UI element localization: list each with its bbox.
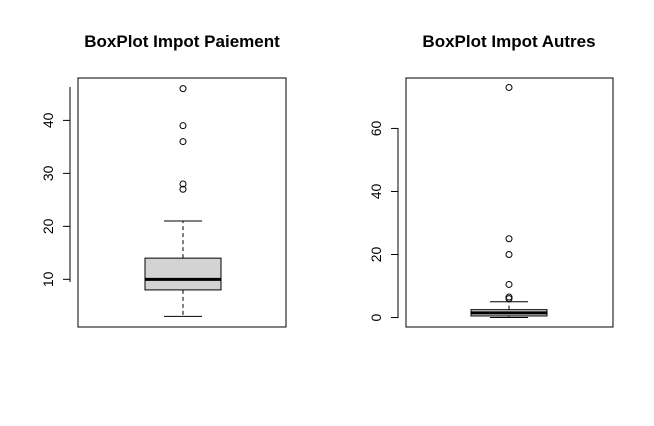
y-tick-label: 40 (368, 183, 384, 199)
outlier-point (505, 235, 513, 243)
box-marks-autres (470, 83, 548, 319)
y-tick-label: 30 (40, 165, 56, 181)
iqr-box (144, 257, 222, 291)
plot-frame-autres (405, 77, 614, 328)
outlier-point (179, 122, 187, 130)
y-tick-label: 20 (40, 218, 56, 234)
outlier-point (179, 180, 187, 188)
outlier-point (179, 85, 187, 93)
outlier-point (179, 185, 187, 193)
chart-title-autres: BoxPlot Impot Autres (422, 32, 595, 51)
outlier-point (505, 280, 513, 288)
y-tick-label: 40 (40, 112, 56, 128)
y-ticks-autres: 0 20 40 60 (368, 120, 398, 321)
outlier-point (179, 138, 187, 146)
outlier-point (505, 293, 513, 301)
plot-frame-paiement (77, 77, 287, 328)
y-tick-label: 10 (40, 271, 56, 287)
y-tick-label: 20 (368, 247, 384, 263)
y-ticks-paiement: 10 20 30 40 (40, 112, 70, 287)
boxplot-autres-panel: BoxPlot Impot Autres 0 20 40 60 (368, 32, 614, 328)
boxplot-paiement-panel: BoxPlot Impot Paiement 10 20 30 40 (40, 32, 287, 328)
chart-title-paiement: BoxPlot Impot Paiement (84, 32, 280, 51)
box-marks-paiement (144, 85, 222, 317)
outlier-point (505, 251, 513, 259)
y-tick-label: 0 (368, 313, 384, 321)
outlier-point (505, 83, 513, 91)
y-tick-label: 60 (368, 120, 384, 136)
